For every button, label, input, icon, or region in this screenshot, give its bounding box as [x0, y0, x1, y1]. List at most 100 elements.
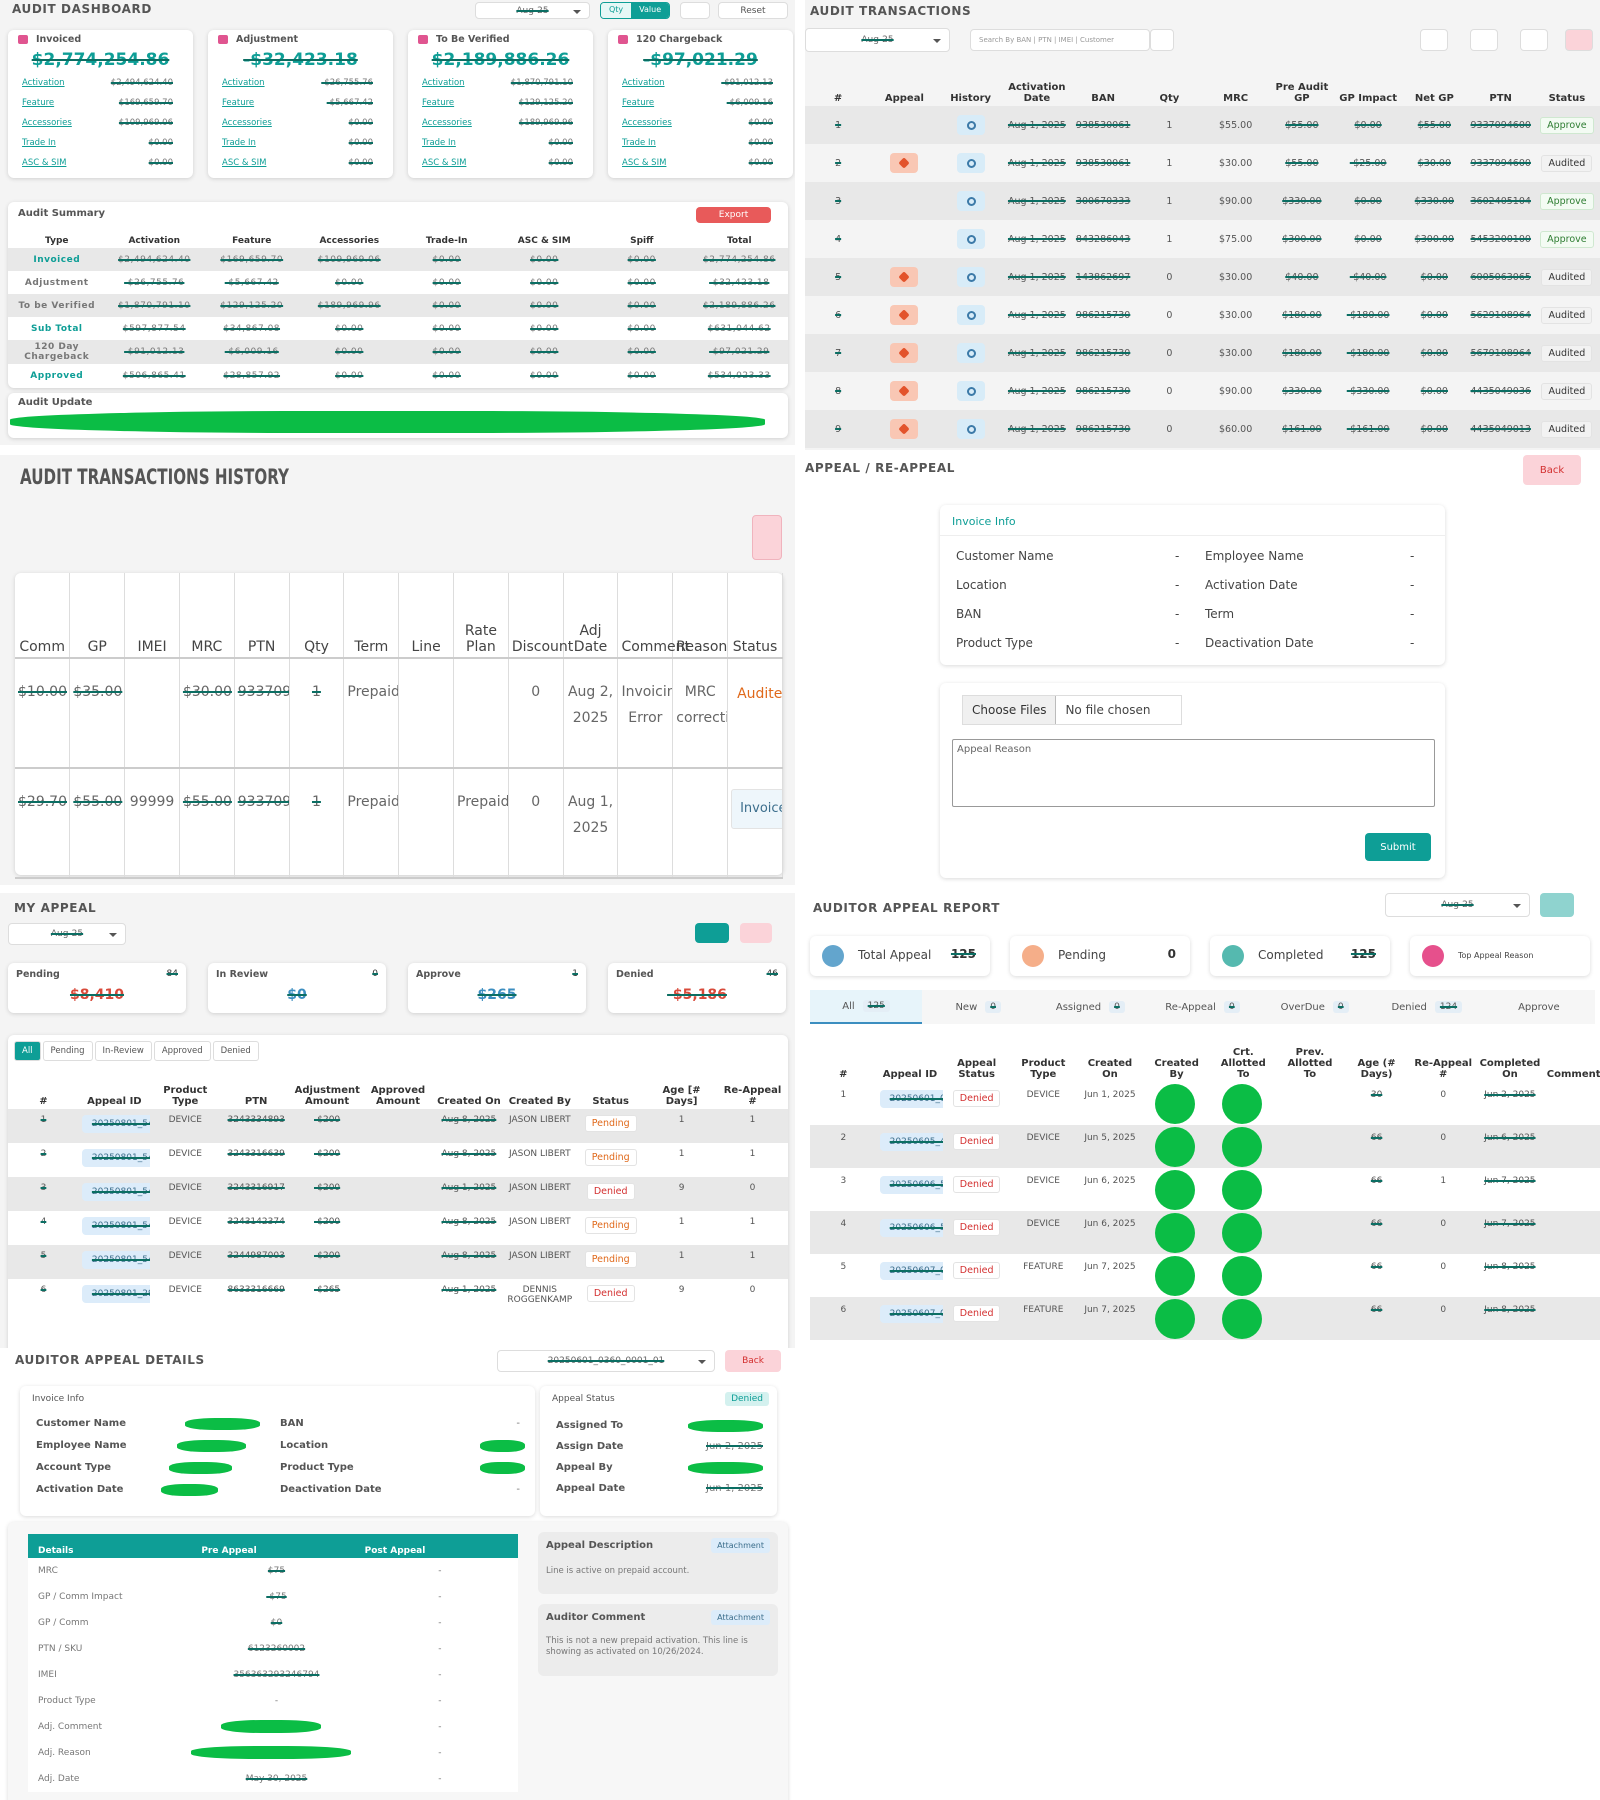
toolbar-button[interactable]	[1420, 29, 1448, 51]
id-pill[interactable]: 20250801_5449_0005	[81, 1251, 150, 1269]
history-button[interactable]	[956, 305, 985, 325]
tab-label[interactable]: Re-Appeal	[1165, 1001, 1216, 1013]
tab-label[interactable]: All	[842, 1000, 855, 1012]
appeal-button[interactable]	[890, 343, 919, 363]
id-pill[interactable]: 20250607_0306_0002	[879, 1305, 944, 1323]
card-row-label[interactable]: Accessories	[422, 118, 472, 128]
toolbar-button[interactable]	[1470, 29, 1498, 51]
month-select[interactable]: Aug-25	[475, 2, 590, 19]
appeal-button[interactable]	[890, 153, 919, 173]
appeal-button[interactable]	[890, 419, 919, 439]
toolbar-button[interactable]	[1565, 29, 1593, 51]
history-button[interactable]	[956, 115, 985, 135]
tab[interactable]: New 0	[922, 990, 1034, 1024]
card-row-label[interactable]: Trade In	[22, 138, 56, 148]
id-pill[interactable]: 20250801_5449_0004	[81, 1217, 150, 1235]
status-badge: Pending	[584, 1115, 637, 1132]
history-button[interactable]	[956, 229, 985, 249]
id-pill[interactable]: 20250801_2951_0006	[81, 1285, 150, 1303]
id-pill[interactable]: 20250606_5059_0001	[879, 1176, 944, 1194]
table-cell: $180.00	[1282, 309, 1322, 321]
tab-label[interactable]: OverDue	[1280, 1001, 1325, 1013]
back-button[interactable]	[752, 515, 782, 560]
filter-button[interactable]	[695, 923, 729, 943]
card-row-label[interactable]: ASC & SIM	[222, 158, 267, 168]
choose-files-button[interactable]: Choose Files	[963, 696, 1057, 724]
search-button[interactable]	[1150, 29, 1174, 51]
card-row-label[interactable]: Trade In	[222, 138, 256, 148]
back-button[interactable]: Back	[1523, 455, 1581, 485]
appeal-select[interactable]: 20250601_0360_0001_01	[497, 1350, 715, 1372]
card-row-label[interactable]: Accessories	[22, 118, 72, 128]
card-row-label[interactable]: Accessories	[222, 118, 272, 128]
id-pill[interactable]: 20250801_5449_0001	[81, 1115, 150, 1133]
history-button[interactable]	[956, 381, 985, 401]
attachment-button[interactable]: Attachment	[711, 1610, 770, 1625]
tab-label[interactable]: New	[955, 1001, 978, 1013]
tab-label[interactable]: Denied	[1391, 1001, 1427, 1013]
card-row-label[interactable]: ASC & SIM	[622, 158, 667, 168]
tab-label[interactable]: Assigned	[1055, 1001, 1102, 1013]
tab[interactable]: All 125	[810, 990, 923, 1024]
history-button[interactable]	[956, 343, 985, 363]
card-row-label[interactable]: Accessories	[622, 118, 672, 128]
submit-button[interactable]: Submit	[1365, 833, 1431, 861]
card-row-label[interactable]: ASC & SIM	[22, 158, 67, 168]
tab[interactable]: OverDue 0	[1259, 990, 1371, 1024]
month-select[interactable]: Aug-25	[1385, 893, 1530, 917]
card-row-label[interactable]: Feature	[622, 98, 655, 108]
tab[interactable]: Denied 124	[1371, 990, 1483, 1024]
card-row-label[interactable]: Feature	[22, 98, 55, 108]
search-input[interactable]: Search By BAN | PTN | IMEI | Customer	[970, 29, 1150, 51]
appeal-button[interactable]	[890, 381, 919, 401]
id-pill[interactable]: 20250605_4050_0001	[879, 1133, 944, 1151]
id-pill[interactable]: 20250601_0360_0001	[879, 1090, 944, 1108]
card-row-label[interactable]: Trade In	[622, 138, 656, 148]
toggle-option[interactable]: Value	[631, 3, 670, 18]
tab[interactable]: Denied	[212, 1041, 259, 1061]
tab[interactable]: Pending	[42, 1041, 93, 1061]
card-row-value: $0.00	[148, 158, 173, 168]
hierarchy-button[interactable]	[680, 2, 710, 19]
history-button[interactable]	[956, 267, 985, 287]
tab[interactable]: Assigned 0	[1034, 990, 1146, 1024]
history-button[interactable]	[956, 191, 985, 211]
tab[interactable]: In-Review	[94, 1041, 152, 1061]
reset-button[interactable]	[740, 923, 772, 943]
card-row-label[interactable]: Feature	[222, 98, 255, 108]
card-row-label[interactable]: Activation	[22, 78, 65, 88]
attachment-button[interactable]: Attachment	[711, 1538, 770, 1553]
appeal-reason-input[interactable]: Appeal Reason	[952, 739, 1435, 807]
tab[interactable]: Re-Appeal 0	[1146, 990, 1258, 1024]
appeal-button[interactable]	[890, 305, 919, 325]
reset-button[interactable]: Reset	[718, 2, 788, 19]
tab[interactable]: Approve	[1483, 990, 1595, 1024]
export-button[interactable]: Export	[696, 207, 771, 223]
card-row-label[interactable]: Activation	[222, 78, 265, 88]
summary-card: Adjustment -$32,423.18 Activation -$26,755.…	[208, 30, 393, 178]
id-pill[interactable]: 20250801_5449_0003	[81, 1183, 150, 1201]
month-select[interactable]: Aug-25	[8, 923, 126, 945]
appeal-button[interactable]	[890, 267, 919, 287]
card-row-label[interactable]: Activation	[422, 78, 465, 88]
id-pill[interactable]: 20250607_0306_0001	[879, 1262, 944, 1280]
card-row-label[interactable]: ASC & SIM	[422, 158, 467, 168]
toolbar-button[interactable]	[1520, 29, 1548, 51]
tab-label[interactable]: Approve	[1518, 1001, 1560, 1013]
cloud-button[interactable]	[1540, 893, 1574, 917]
history-button[interactable]	[956, 419, 985, 439]
file-input[interactable]: Choose Files No file chosen	[962, 695, 1182, 725]
id-pill[interactable]: 20250801_5449_0002	[81, 1149, 150, 1167]
card-row-label[interactable]: Activation	[622, 78, 665, 88]
table-cell: Aug 1, 2025	[1007, 119, 1066, 131]
toggle-option[interactable]: Qty	[601, 3, 632, 18]
card-row-label[interactable]: Feature	[422, 98, 455, 108]
tab[interactable]: All	[14, 1041, 41, 1061]
month-select[interactable]: Aug-25	[805, 28, 950, 52]
table-cell: Aug 1, 2025	[1007, 233, 1066, 245]
id-pill[interactable]: 20250606_5059_0002	[879, 1219, 944, 1237]
history-button[interactable]	[956, 153, 985, 173]
tab[interactable]: Approved	[153, 1041, 211, 1061]
card-row-label[interactable]: Trade In	[422, 138, 456, 148]
back-button[interactable]: Back	[725, 1350, 781, 1372]
